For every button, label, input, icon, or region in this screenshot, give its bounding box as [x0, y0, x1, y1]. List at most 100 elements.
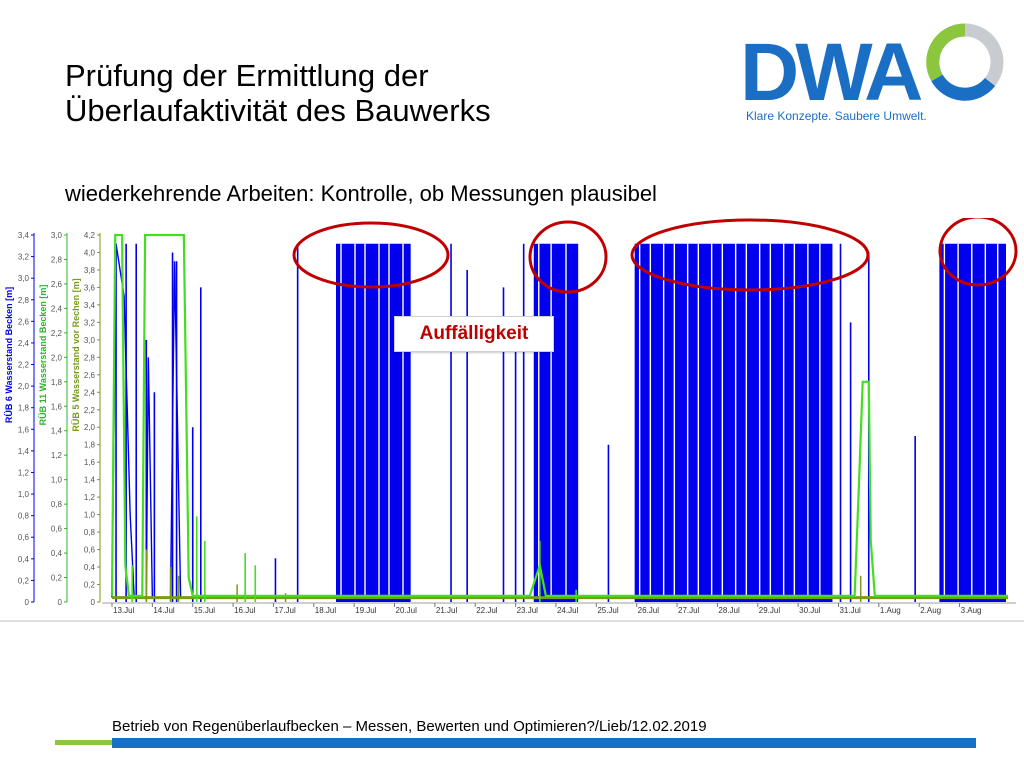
- footer-text: Betrieb von Regenüberlaufbecken – Messen…: [112, 718, 707, 735]
- highlight-ellipse-4: [938, 218, 1018, 287]
- y-tick-label: 2,0: [18, 382, 30, 391]
- y-tick-label: 2,6: [84, 371, 96, 380]
- dwa-logo: DWA Klare Konzepte. Saubere Umwelt.: [740, 23, 1004, 123]
- water-level-chart: 0 0,2 0,4 0,6 0,8 1,0 1,2 1,4 1,6 1,8 2,0 2,2 2,4 2,6…: [0, 218, 1024, 622]
- x-tick-label: 13.Jul: [113, 606, 135, 615]
- x-tick-label: 22.Jul: [476, 606, 498, 615]
- logo-ring-icon: [926, 23, 1004, 101]
- y-tick-label: 0,4: [84, 563, 96, 572]
- y-tick-label: 0,4: [51, 549, 63, 558]
- x-tick-label: 15.Jul: [194, 606, 216, 615]
- x-tick-label: 18.Jul: [315, 606, 337, 615]
- y-tick-label: 0,6: [18, 533, 30, 542]
- y-tick-label: 2,8: [51, 255, 63, 264]
- y-tick-label: 0: [25, 598, 30, 607]
- y-tick-label: 3,0: [84, 336, 96, 345]
- blue-dense-block: [533, 243, 579, 602]
- x-tick-label: 20.Jul: [396, 606, 418, 615]
- y-tick-label: 1,4: [84, 476, 96, 485]
- y-tick-label: 1,4: [18, 447, 30, 456]
- x-tick-label: 31.Jul: [839, 606, 861, 615]
- x-tick-label: 21.Jul: [436, 606, 458, 615]
- y-tick-label: 4,2: [84, 231, 96, 240]
- page-title: Prüfung der Ermittlung der Überlaufaktiv…: [65, 58, 491, 128]
- x-tick-label: 1.Aug: [880, 606, 901, 615]
- highlight-ellipse-2: [528, 220, 608, 294]
- y-tick-label: 3,0: [18, 274, 30, 283]
- y-tick-label: 1,0: [18, 490, 30, 499]
- y-tick-label: 1,0: [84, 511, 96, 520]
- y-tick-label: 1,8: [51, 378, 63, 387]
- x-tick-label: 29.Jul: [759, 606, 781, 615]
- y-tick-label: 2,4: [18, 339, 30, 348]
- blue-dense-block: [634, 243, 833, 602]
- y-tick-label: 0,2: [51, 574, 63, 583]
- y-tick-label: 1,8: [18, 404, 30, 413]
- x-tick-label: 23.Jul: [517, 606, 539, 615]
- x-tick-label: 26.Jul: [638, 606, 660, 615]
- green-series-line: [110, 233, 1008, 597]
- x-tick-label: 28.Jul: [718, 606, 740, 615]
- y-tick-label: 2,4: [84, 388, 96, 397]
- y-tick-label: 3,2: [84, 318, 96, 327]
- y-tick-label: 2,4: [51, 304, 63, 313]
- y-tick-label: 2,2: [84, 406, 96, 415]
- y-tick-label: 3,8: [84, 266, 96, 275]
- y-tick-label: 1,2: [84, 493, 96, 502]
- y-tick-label: 1,2: [51, 451, 63, 460]
- y-tick-label: 0,2: [84, 581, 96, 590]
- logo-tagline: Klare Konzepte. Saubere Umwelt.: [746, 109, 927, 123]
- x-tick-label: 3.Aug: [961, 606, 982, 615]
- x-tick-label: 30.Jul: [799, 606, 821, 615]
- logo-wordmark: DWA: [740, 27, 922, 118]
- footer-bar-blue: [112, 738, 976, 748]
- y-axis-title-3: RÜB 5 Wasserstand vor Rechen [m]: [71, 278, 81, 431]
- y-tick-label: 0,4: [18, 555, 30, 564]
- y-tick-label: 1,2: [18, 468, 30, 477]
- y-tick-label: 2,2: [18, 361, 30, 370]
- y-tick-label: 3,4: [84, 301, 96, 310]
- x-tick-label: 24.Jul: [557, 606, 579, 615]
- y-tick-label: 0,8: [51, 500, 63, 509]
- x-tick-label: 25.Jul: [597, 606, 619, 615]
- y-axis-title-1: RÜB 6 Wasserstand Becken [m]: [4, 287, 14, 423]
- title-line-2: Überlaufaktivität des Bauwerks: [65, 93, 491, 128]
- y-tick-label: 0,6: [51, 525, 63, 534]
- y-tick-label: 0: [58, 598, 63, 607]
- blue-dense-block: [939, 243, 1006, 602]
- y-tick-label: 2,0: [51, 353, 63, 362]
- x-tick-label: 17.Jul: [274, 606, 296, 615]
- subtitle: wiederkehrende Arbeiten: Kontrolle, ob M…: [65, 181, 657, 206]
- title-line-1: Prüfung der Ermittlung der: [65, 58, 429, 93]
- y-tick-label: 3,0: [51, 231, 63, 240]
- callout-auffaelligkeit: Auffälligkeit: [394, 316, 554, 352]
- y-tick-label: 1,6: [51, 402, 63, 411]
- x-tick-label: 2.Aug: [920, 606, 941, 615]
- y-tick-label: 4,0: [84, 248, 96, 257]
- x-tick-label: 27.Jul: [678, 606, 700, 615]
- y-tick-label: 1,0: [51, 476, 63, 485]
- y-tick-label: 2,0: [84, 423, 96, 432]
- y-tick-label: 1,6: [18, 425, 30, 434]
- y-tick-label: 2,2: [51, 329, 63, 338]
- y-tick-label: 0,8: [18, 512, 30, 521]
- y-tick-label: 0,8: [84, 528, 96, 537]
- y-tick-label: 2,8: [84, 353, 96, 362]
- footer-accent-green: [55, 740, 112, 745]
- highlight-ellipse-1: [292, 221, 450, 289]
- y-tick-label: 0,6: [84, 546, 96, 555]
- y-tick-label: 2,6: [18, 317, 30, 326]
- y-tick-label: 1,6: [84, 458, 96, 467]
- highlight-ellipse-3: [630, 218, 870, 292]
- y-tick-label: 1,4: [51, 427, 63, 436]
- y-tick-label: 3,2: [18, 253, 30, 262]
- y-tick-label: 1,8: [84, 441, 96, 450]
- x-tick-label: 19.Jul: [355, 606, 377, 615]
- y-tick-label: 3,6: [84, 283, 96, 292]
- y-tick-label: 0: [91, 598, 96, 607]
- y-tick-label: 3,4: [18, 231, 30, 240]
- x-tick-label: 16.Jul: [234, 606, 256, 615]
- y-axis-title-2: RÜB 11 Wasserstand Becken [m]: [38, 285, 48, 426]
- highlight-ellipses: [292, 218, 1018, 294]
- blue-dense-block: [336, 243, 411, 602]
